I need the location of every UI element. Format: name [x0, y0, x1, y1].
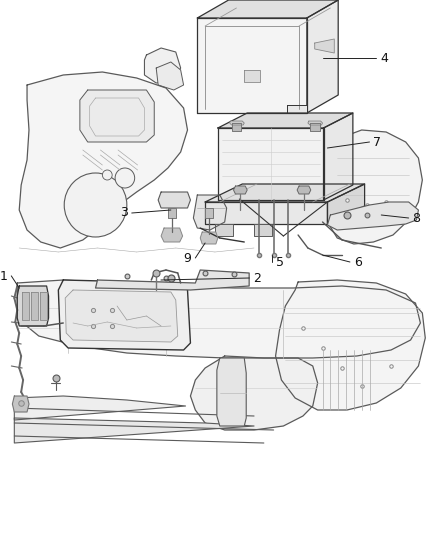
- Polygon shape: [254, 224, 272, 236]
- Polygon shape: [14, 418, 254, 443]
- Polygon shape: [200, 232, 218, 244]
- Polygon shape: [307, 0, 338, 113]
- Text: 9: 9: [184, 252, 191, 264]
- Polygon shape: [58, 280, 191, 350]
- Polygon shape: [17, 286, 49, 326]
- Polygon shape: [276, 280, 425, 410]
- Polygon shape: [19, 72, 187, 248]
- Polygon shape: [233, 186, 247, 194]
- Polygon shape: [232, 123, 241, 131]
- Polygon shape: [308, 121, 322, 125]
- Polygon shape: [205, 208, 213, 218]
- Polygon shape: [31, 292, 38, 320]
- Circle shape: [64, 173, 127, 237]
- Polygon shape: [17, 280, 420, 358]
- Polygon shape: [205, 184, 364, 202]
- Polygon shape: [168, 208, 176, 218]
- Polygon shape: [158, 192, 191, 208]
- Polygon shape: [287, 105, 307, 113]
- Polygon shape: [230, 121, 244, 125]
- Polygon shape: [22, 292, 29, 320]
- Polygon shape: [14, 396, 186, 420]
- Polygon shape: [244, 70, 260, 82]
- Text: 7: 7: [374, 135, 381, 149]
- Circle shape: [115, 168, 134, 188]
- Text: 3: 3: [120, 206, 128, 220]
- Text: 2: 2: [253, 271, 261, 285]
- Text: 5: 5: [276, 255, 283, 269]
- Polygon shape: [325, 130, 422, 244]
- Polygon shape: [65, 290, 178, 342]
- Polygon shape: [205, 202, 328, 224]
- Polygon shape: [40, 292, 46, 320]
- Polygon shape: [197, 18, 307, 113]
- Polygon shape: [80, 90, 154, 142]
- Polygon shape: [217, 358, 246, 426]
- Polygon shape: [95, 270, 249, 290]
- Polygon shape: [328, 184, 364, 224]
- Polygon shape: [161, 228, 183, 242]
- Polygon shape: [215, 224, 233, 236]
- Polygon shape: [324, 113, 353, 200]
- Polygon shape: [145, 48, 180, 83]
- Polygon shape: [218, 113, 353, 128]
- Polygon shape: [194, 195, 226, 230]
- Polygon shape: [191, 356, 318, 430]
- Polygon shape: [156, 62, 184, 90]
- Text: 8: 8: [413, 212, 420, 224]
- Text: 1: 1: [0, 270, 7, 282]
- Polygon shape: [12, 396, 29, 412]
- Polygon shape: [297, 186, 311, 194]
- Text: 6: 6: [354, 255, 362, 269]
- Circle shape: [102, 170, 112, 180]
- Polygon shape: [197, 0, 338, 18]
- Text: 4: 4: [380, 52, 388, 64]
- Polygon shape: [328, 202, 418, 230]
- Polygon shape: [218, 128, 324, 200]
- Polygon shape: [310, 123, 320, 131]
- Polygon shape: [315, 39, 334, 53]
